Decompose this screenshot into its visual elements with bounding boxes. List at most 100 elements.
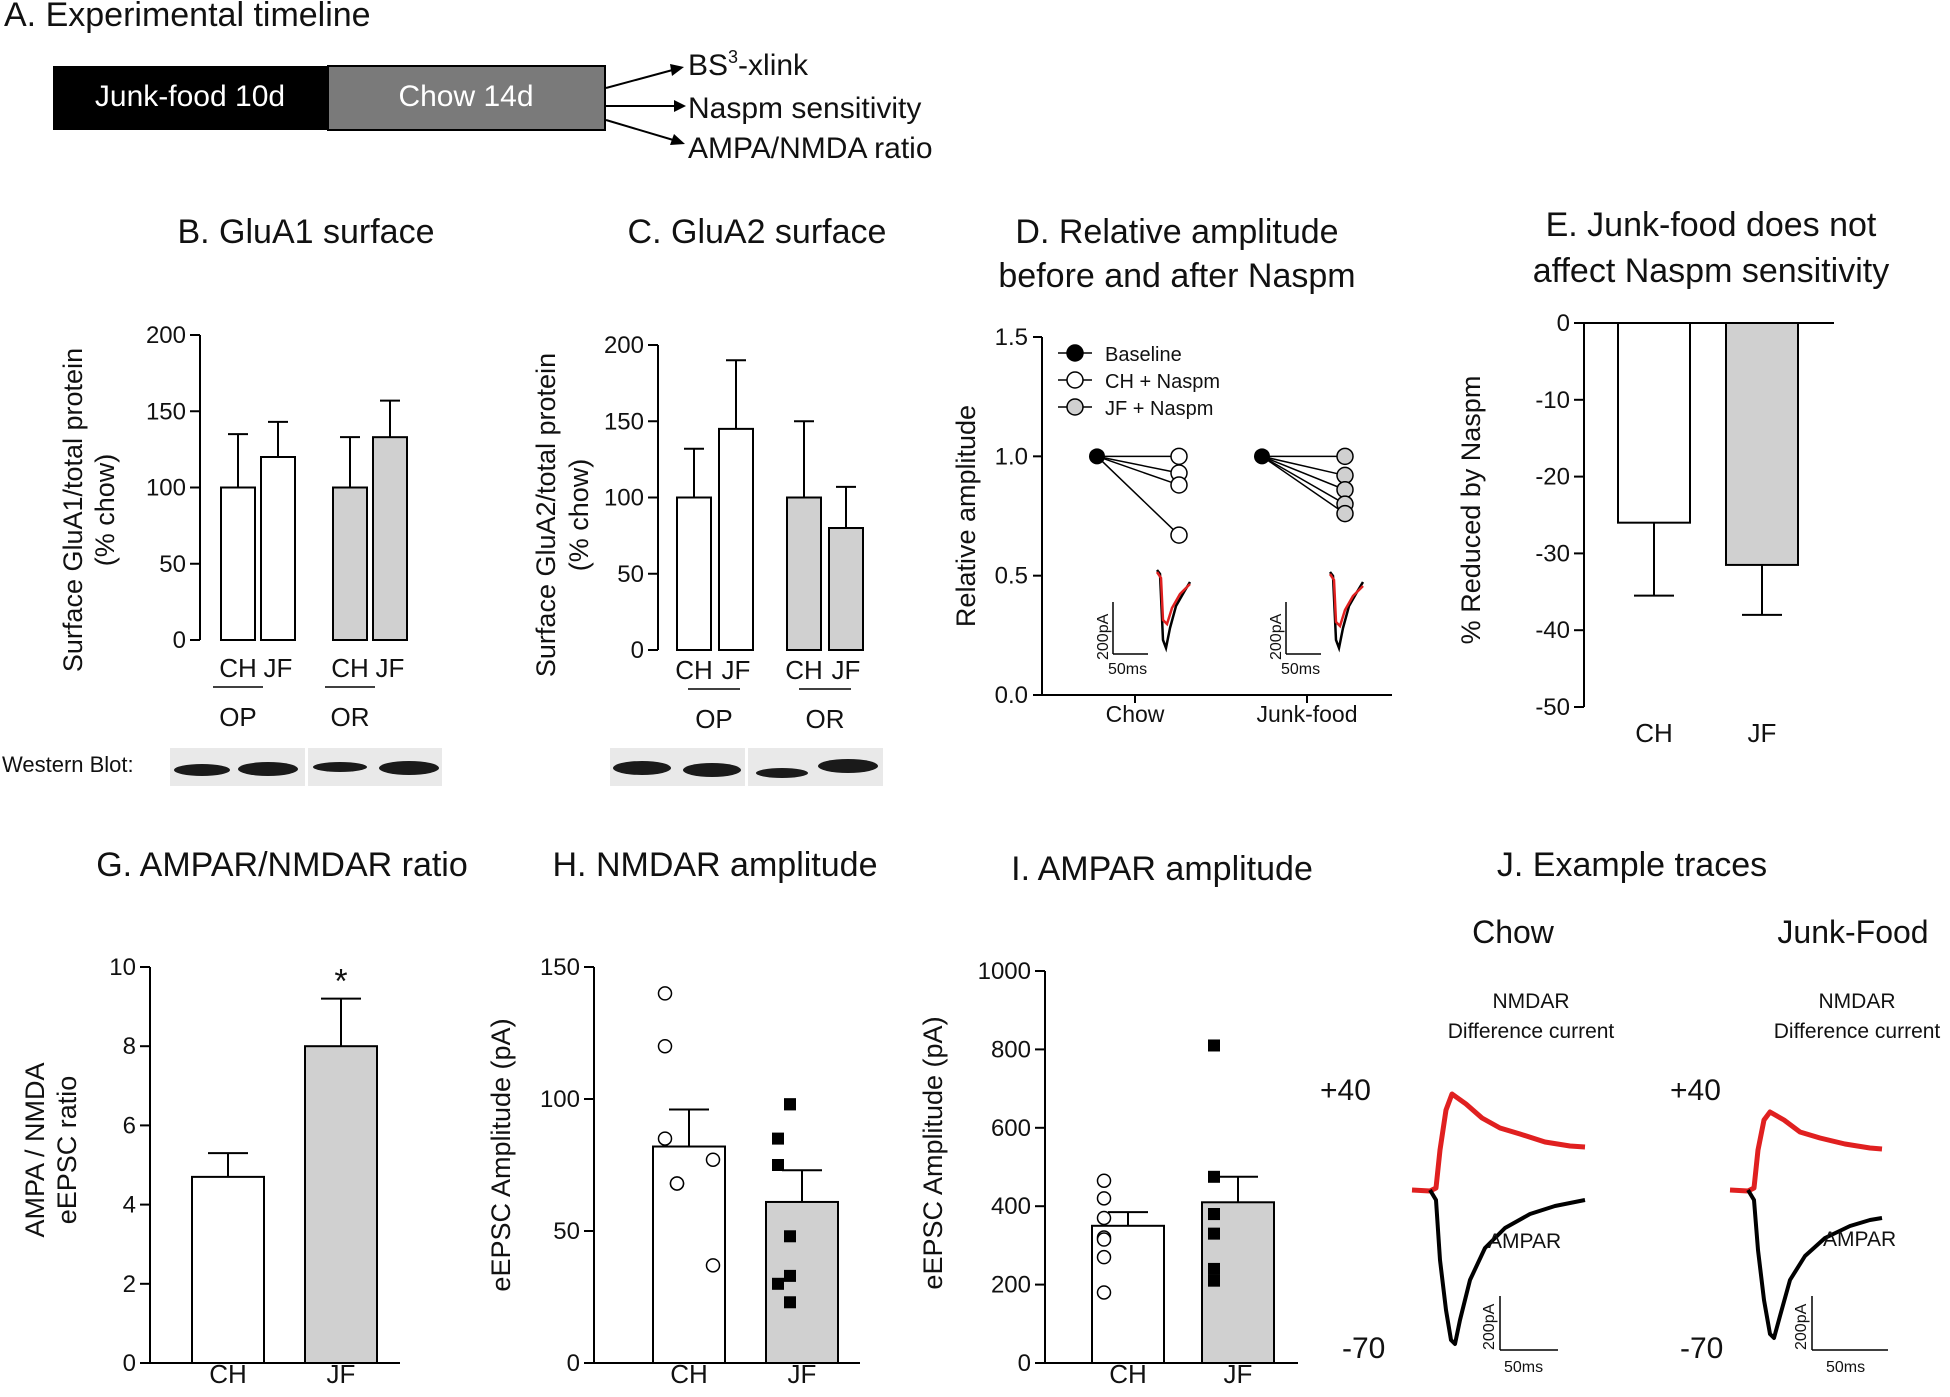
legend-baseline: Baseline (1105, 344, 1182, 366)
junk-food-label: Junk-food 10d (95, 80, 285, 113)
inset-scale-time: 50ms (1281, 661, 1320, 678)
panel-i-ampar-amplitude: I. AMPAR amplitude eEPSC Amplitude (pA) … (918, 850, 1313, 1389)
x-category-label: JF (722, 655, 751, 685)
panel-g-ampa-nmda-ratio: G. AMPAR/NMDAR ratio AMPA / NMDA eEPSC r… (20, 846, 468, 1389)
data-point (772, 1159, 784, 1171)
data-point (772, 1277, 784, 1290)
inset-trace-red (1155, 571, 1191, 627)
y-tick-label: 0 (173, 627, 186, 654)
bar (372, 436, 408, 641)
panel-c-group-op: OP (695, 704, 733, 734)
nmdar-trace-red (1729, 1109, 1883, 1194)
panel-j-label-chow: Chow (1472, 914, 1555, 950)
blot-band (238, 762, 298, 776)
panel-b-title: B. GluA1 surface (177, 213, 434, 251)
y-tick-label: -50 (1535, 694, 1570, 721)
after-point (1170, 476, 1188, 494)
data-point (784, 1269, 796, 1282)
panel-d-inset-junk: 200pA 50ms (1268, 571, 1365, 678)
blot-band (174, 764, 230, 776)
pairing-line (1261, 455, 1346, 505)
y-tick-label: 1000 (978, 958, 1031, 985)
data-point (1096, 1232, 1112, 1247)
y-tick-label: 0 (123, 1350, 136, 1377)
inset-scale-current: 200pA (1268, 613, 1285, 660)
panel-h-nmdar-amplitude: H. NMDAR amplitude eEPSC Amplitude (pA) … (486, 846, 877, 1389)
data-point (1208, 1227, 1220, 1240)
y-tick-label: 200 (991, 1272, 1031, 1299)
arrow-head-icon (670, 64, 684, 76)
legend-marker-jf (1066, 398, 1084, 416)
arrow-head-icon (674, 100, 686, 112)
x-category-label: JF (376, 653, 405, 683)
panel-e-ylabel: % Reduced by Naspm (1456, 376, 1486, 645)
outcome-ampa-nmda: AMPA/NMDA ratio (688, 132, 933, 165)
data-point (1208, 1274, 1220, 1287)
panel-g-ylabel-1: AMPA / NMDA (20, 1062, 50, 1237)
holding-pos-label: +40 (1320, 1074, 1371, 1107)
y-tick-label: 150 (146, 398, 186, 425)
data-point (1208, 1262, 1220, 1275)
scale-current: 200pA (1481, 1303, 1498, 1350)
data-point (772, 1132, 784, 1145)
y-tick-label: 50 (553, 1218, 580, 1245)
panel-h-ylabel: eEPSC Amplitude (pA) (486, 1018, 516, 1291)
y-tick-label: 1.0 (995, 443, 1028, 470)
bar (220, 486, 256, 641)
y-tick-label: 50 (159, 551, 186, 578)
after-point (1336, 447, 1354, 466)
x-category-label: JF (1748, 718, 1777, 748)
bar (1617, 322, 1691, 524)
y-tick-label: -40 (1535, 617, 1570, 644)
panel-e-title-2: affect Naspm sensitivity (1533, 252, 1890, 290)
difference-current-label: Difference current (1448, 1020, 1615, 1043)
nmdar-label: NMDAR (1493, 990, 1570, 1013)
panel-d-title-2: before and after Naspm (998, 257, 1355, 295)
blot-band (379, 761, 439, 775)
panel-c-glua2-chart: C. GluA2 surface Surface GluA2/total pro… (531, 213, 886, 734)
western-blot-c (610, 748, 883, 786)
outcome-arrows (605, 64, 686, 145)
scale-time: 50ms (1826, 1359, 1865, 1376)
data-point (657, 1038, 673, 1054)
bar (652, 1145, 726, 1365)
bar (260, 456, 296, 641)
y-tick-label: 0.5 (995, 563, 1028, 590)
x-category-label: CH (670, 1359, 708, 1389)
y-tick-label: 0 (567, 1350, 580, 1377)
legend-ch-naspm: CH + Naspm (1105, 371, 1220, 393)
baseline-point (1089, 448, 1105, 465)
panel-i-ylabel: eEPSC Amplitude (pA) (918, 1016, 948, 1289)
after-point (1336, 504, 1354, 523)
panel-a-title: A. Experimental timeline (4, 0, 371, 34)
data-point (1208, 1039, 1220, 1052)
legend-marker-ch (1066, 371, 1084, 389)
x-category-label: JF (832, 655, 861, 685)
data-point (1096, 1173, 1112, 1188)
y-tick-label: 150 (540, 954, 580, 981)
x-category-label: CH (675, 655, 713, 685)
y-tick-label: 10 (109, 954, 136, 981)
arrow-line (605, 67, 681, 89)
y-tick-label: 0 (1018, 1350, 1031, 1377)
chow-period-bar (327, 65, 606, 131)
holding-neg-label: -70 (1342, 1332, 1385, 1365)
inset-scale-time: 50ms (1108, 661, 1147, 678)
western-blot-b: Western Blot: (2, 748, 442, 786)
y-tick-label: 150 (604, 408, 644, 435)
pairing-line (1261, 455, 1346, 515)
y-tick-label: 100 (146, 475, 186, 502)
x-category-label: CH (331, 653, 369, 683)
scale-time: 50ms (1504, 1359, 1543, 1376)
blot-band (818, 759, 878, 773)
x-category-label: CH (209, 1359, 247, 1389)
pairing-line (1096, 455, 1180, 536)
y-tick-label: 8 (123, 1033, 136, 1060)
y-tick-label: 6 (123, 1112, 136, 1139)
x-category-label: JF (788, 1359, 817, 1389)
y-tick-label: 1.5 (995, 324, 1028, 351)
bar (676, 496, 712, 651)
y-tick-label: 4 (123, 1192, 136, 1219)
panel-g-ylabel-2: eEPSC ratio (52, 1076, 82, 1225)
